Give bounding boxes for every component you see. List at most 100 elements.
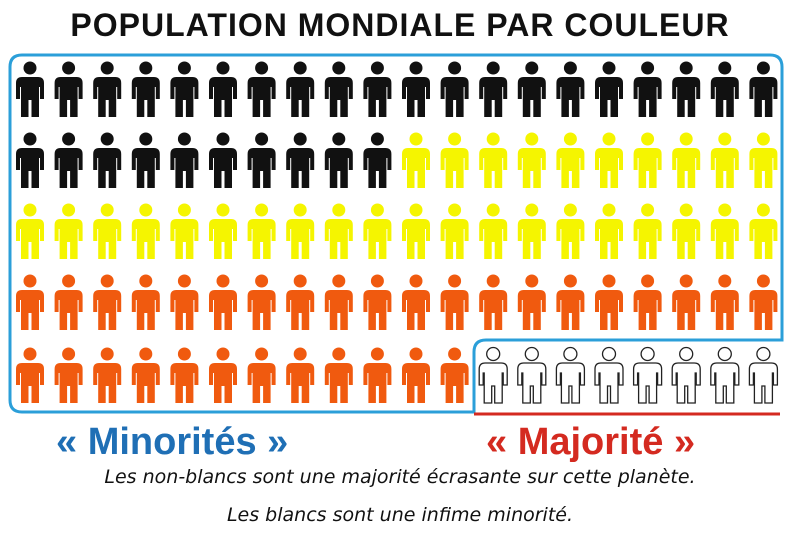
person-orange-icon bbox=[749, 274, 778, 330]
person-black-icon bbox=[363, 61, 392, 117]
person-orange-icon bbox=[402, 274, 430, 330]
person-orange-icon bbox=[247, 274, 276, 330]
person-yellow-icon bbox=[209, 203, 237, 259]
person-black-icon bbox=[247, 61, 276, 117]
person-orange-icon bbox=[672, 274, 701, 330]
person-orange-icon bbox=[440, 347, 469, 403]
person-black-icon bbox=[16, 61, 44, 117]
person-black-icon bbox=[247, 132, 276, 188]
person-black-icon bbox=[324, 132, 353, 188]
person-black-icon bbox=[324, 61, 353, 117]
person-black-icon bbox=[517, 61, 546, 117]
person-white-icon bbox=[748, 346, 779, 404]
person-yellow-icon bbox=[324, 203, 353, 259]
person-yellow-icon bbox=[440, 132, 469, 188]
person-white-icon bbox=[555, 346, 586, 404]
person-yellow-icon bbox=[440, 203, 469, 259]
person-orange-icon bbox=[324, 347, 353, 403]
person-yellow-icon bbox=[479, 132, 508, 188]
person-black-icon bbox=[209, 132, 237, 188]
person-yellow-icon bbox=[402, 132, 430, 188]
person-white-icon bbox=[710, 346, 740, 404]
person-black-icon bbox=[633, 61, 662, 117]
person-orange-icon bbox=[517, 274, 546, 330]
person-yellow-icon bbox=[749, 203, 778, 259]
person-yellow-icon bbox=[93, 203, 122, 259]
person-yellow-icon bbox=[247, 203, 276, 259]
person-orange-icon bbox=[556, 274, 585, 330]
person-black-icon bbox=[440, 61, 469, 117]
person-yellow-icon bbox=[16, 203, 44, 259]
caption-line-1: Les non-blancs sont une majorité écrasan… bbox=[104, 466, 696, 488]
person-black-icon bbox=[54, 61, 83, 117]
majority-label: « Majorité » bbox=[486, 421, 696, 463]
person-black-icon bbox=[54, 132, 83, 188]
person-white-icon bbox=[478, 346, 508, 404]
person-orange-icon bbox=[324, 274, 353, 330]
person-black-icon bbox=[672, 61, 701, 117]
person-yellow-icon bbox=[479, 203, 508, 259]
person-orange-icon bbox=[633, 274, 662, 330]
person-yellow-icon bbox=[672, 132, 701, 188]
person-yellow-icon bbox=[363, 203, 392, 259]
person-yellow-icon bbox=[672, 203, 701, 259]
person-orange-icon bbox=[209, 347, 237, 403]
person-yellow-icon bbox=[517, 132, 546, 188]
person-yellow-icon bbox=[170, 203, 199, 259]
person-yellow-icon bbox=[54, 203, 83, 259]
person-orange-icon bbox=[363, 274, 392, 330]
person-yellow-icon bbox=[710, 132, 739, 188]
person-black-icon bbox=[131, 61, 160, 117]
person-yellow-icon bbox=[556, 132, 585, 188]
person-orange-icon bbox=[16, 274, 44, 330]
person-black-icon bbox=[479, 61, 508, 117]
person-orange-icon bbox=[131, 274, 160, 330]
person-black-icon bbox=[170, 132, 199, 188]
person-yellow-icon bbox=[286, 203, 315, 259]
person-black-icon bbox=[170, 61, 199, 117]
person-white-icon bbox=[594, 346, 624, 404]
person-black-icon bbox=[556, 61, 585, 117]
person-yellow-icon bbox=[633, 132, 662, 188]
person-orange-icon bbox=[54, 347, 83, 403]
person-yellow-icon bbox=[710, 203, 739, 259]
person-orange-icon bbox=[286, 274, 315, 330]
person-black-icon bbox=[595, 61, 623, 117]
person-yellow-icon bbox=[131, 203, 160, 259]
person-figures bbox=[16, 61, 779, 404]
person-orange-icon bbox=[170, 347, 199, 403]
person-white-icon bbox=[632, 346, 663, 404]
person-black-icon bbox=[286, 132, 315, 188]
person-white-icon bbox=[517, 346, 547, 404]
person-yellow-icon bbox=[595, 132, 623, 188]
person-yellow-icon bbox=[517, 203, 546, 259]
person-orange-icon bbox=[440, 274, 469, 330]
minority-frame bbox=[8, 53, 784, 414]
person-orange-icon bbox=[54, 274, 83, 330]
person-black-icon bbox=[131, 132, 160, 188]
person-black-icon bbox=[363, 132, 392, 188]
person-yellow-icon bbox=[749, 132, 778, 188]
caption-line-2: Les blancs sont une infime minorité. bbox=[226, 504, 574, 526]
person-orange-icon bbox=[247, 347, 276, 403]
person-yellow-icon bbox=[402, 203, 430, 259]
person-yellow-icon bbox=[556, 203, 585, 259]
person-orange-icon bbox=[710, 274, 739, 330]
person-orange-icon bbox=[286, 347, 315, 403]
person-black-icon bbox=[93, 132, 122, 188]
person-white-icon bbox=[671, 346, 701, 404]
person-black-icon bbox=[209, 61, 237, 117]
person-black-icon bbox=[16, 132, 44, 188]
person-orange-icon bbox=[209, 274, 237, 330]
page-title: POPULATION MONDIALE PAR COULEUR bbox=[70, 7, 730, 43]
person-black-icon bbox=[286, 61, 315, 117]
person-orange-icon bbox=[93, 274, 122, 330]
person-orange-icon bbox=[131, 347, 160, 403]
person-black-icon bbox=[710, 61, 739, 117]
person-black-icon bbox=[749, 61, 778, 117]
person-orange-icon bbox=[479, 274, 508, 330]
person-orange-icon bbox=[595, 274, 623, 330]
person-orange-icon bbox=[170, 274, 199, 330]
minorities-label: « Minorités » bbox=[56, 421, 289, 463]
